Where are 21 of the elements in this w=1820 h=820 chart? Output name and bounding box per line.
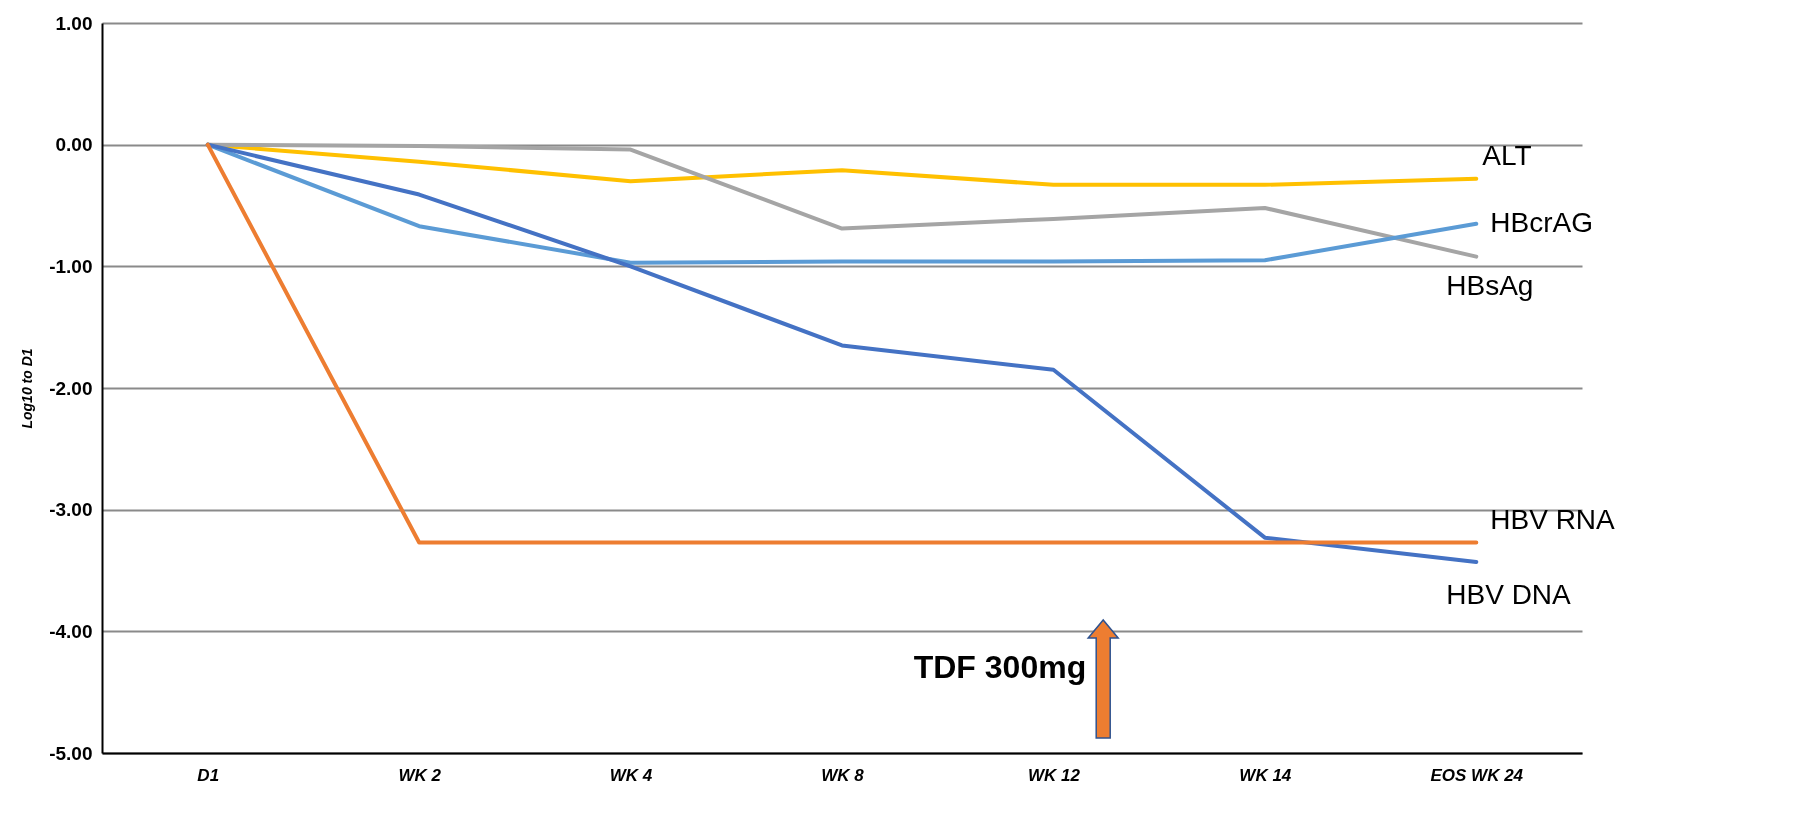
series-label: HBV DNA <box>1446 578 1572 610</box>
x-tick-label: WK 14 <box>1239 765 1292 785</box>
x-tick-label: WK 2 <box>398 765 442 785</box>
x-tick-label: EOS WK 24 <box>1430 765 1524 785</box>
series-label: HBsAg <box>1446 269 1534 301</box>
series-label: HBcrAG <box>1490 206 1593 238</box>
series-label: HBV RNA <box>1490 503 1616 535</box>
x-tick-label: WK 8 <box>821 765 865 785</box>
y-axis-title: Log10 to D1 <box>19 348 36 429</box>
y-tick-label: -3.00 <box>49 499 93 521</box>
x-tick-label: D1 <box>197 765 220 785</box>
annotation: TDF 300mg <box>913 649 1087 685</box>
x-tick-label: WK 12 <box>1027 765 1081 785</box>
x-tick-label: WK 4 <box>609 765 653 785</box>
y-tick-label: -1.00 <box>49 255 93 277</box>
y-tick-label: -4.00 <box>49 620 93 642</box>
y-tick-label: -2.00 <box>49 377 93 399</box>
y-tick-label: -5.00 <box>49 742 93 764</box>
y-tick-label: 1.00 <box>55 12 93 34</box>
series-label: ALT <box>1482 139 1532 171</box>
y-tick-label: 0.00 <box>55 134 93 156</box>
